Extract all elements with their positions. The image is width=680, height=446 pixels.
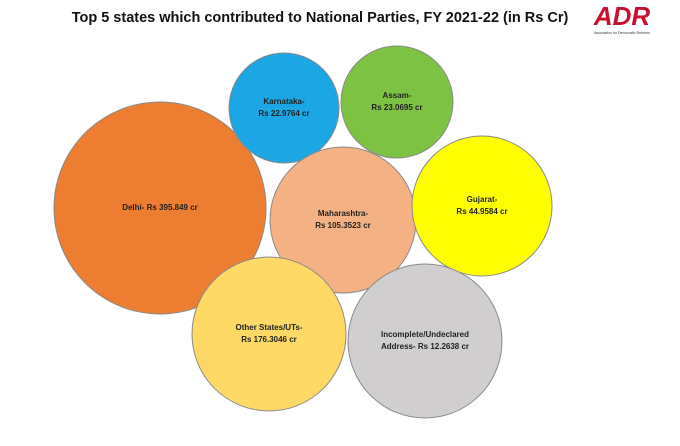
bubble-label: Rs 23.0695 cr: [371, 103, 422, 112]
bubble-circle: [411, 135, 553, 277]
bubble-label: Rs 44.9584 cr: [456, 207, 507, 216]
bubble-label: Rs 105.3523 cr: [315, 221, 371, 230]
bubble-label: Gujarat-: [467, 195, 498, 204]
bubble-label: Maharashtra-: [318, 209, 369, 218]
bubble: Incomplete/Undeclared Address- Rs 12.2638…: [347, 263, 503, 419]
bubble-label: Karnataka-: [263, 97, 305, 106]
bubbles: Delhi- Rs 395.849 cr Karnataka- Rs 22.9764…: [53, 45, 553, 419]
bubble: Gujarat- Rs 44.9584 cr: [411, 135, 553, 277]
bubble-label: Address- Rs 12.2638 cr: [381, 342, 469, 351]
bubble-label: Assam-: [383, 91, 412, 100]
bubble-label: Delhi- Rs 395.849 cr: [122, 203, 198, 212]
bubble-circle: [340, 45, 454, 159]
bubble-label: Incomplete/Undeclared: [381, 330, 469, 339]
bubble: Karnataka- Rs 22.9764 cr: [228, 52, 340, 164]
bubble-circle: [53, 101, 267, 315]
bubble-label: Other States/UTs-: [236, 323, 303, 332]
bubble-circle: [347, 263, 503, 419]
logo-tagline: Association for Democratic Reforms: [594, 31, 650, 35]
bubble-circle: [191, 256, 347, 412]
bubble: Assam- Rs 23.0695 cr: [340, 45, 454, 159]
bubble: Delhi- Rs 395.849 cr: [53, 101, 267, 315]
logo-text: ADR: [593, 1, 651, 31]
bubble-circle: [228, 52, 340, 164]
logo: ADR Association for Democratic Reforms: [593, 1, 651, 35]
title: Top 5 states which contributed to Nation…: [72, 10, 569, 26]
bubble-label: Rs 22.9764 cr: [258, 109, 309, 118]
bubble-label: Rs 176.3046 cr: [241, 335, 297, 344]
bubble: Other States/UTs- Rs 176.3046 cr: [191, 256, 347, 412]
bubble: Maharashtra- Rs 105.3523 cr: [269, 146, 417, 294]
